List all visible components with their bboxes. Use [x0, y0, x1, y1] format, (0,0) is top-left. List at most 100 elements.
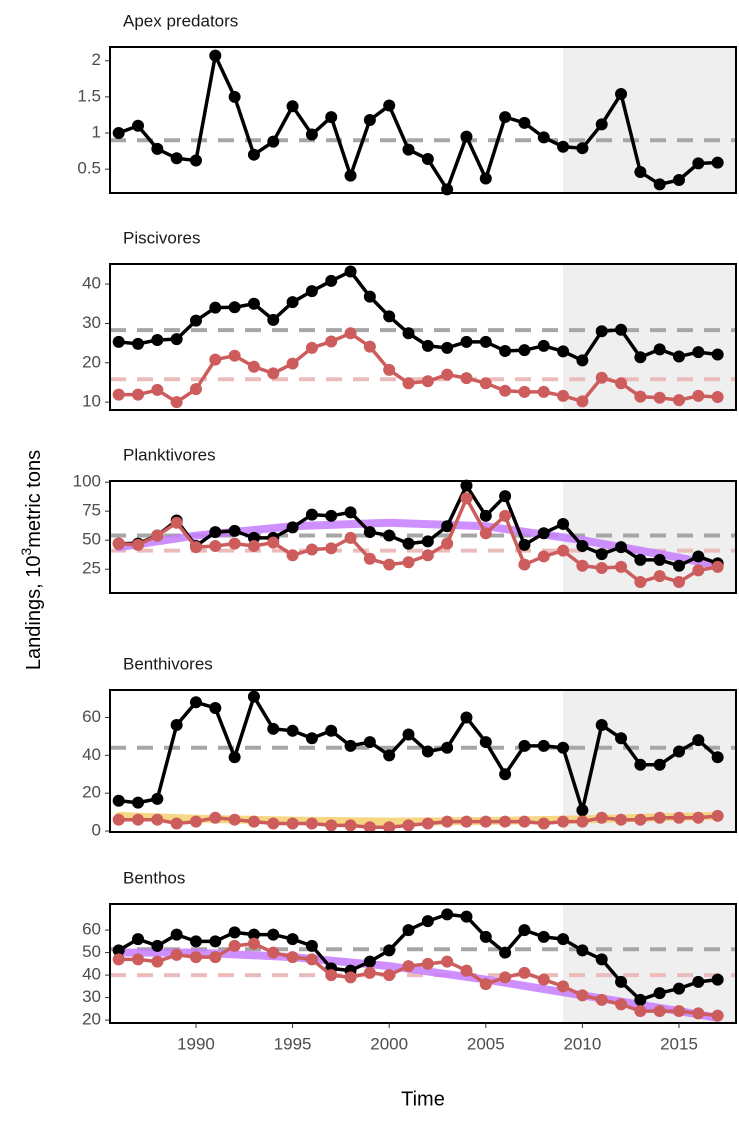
panel-title: Benthivores — [123, 654, 213, 673]
data-point — [286, 951, 299, 964]
data-point — [692, 157, 705, 170]
data-point — [653, 178, 666, 191]
data-point — [711, 973, 724, 986]
data-point — [615, 541, 628, 554]
data-point — [421, 153, 434, 166]
data-point — [518, 966, 531, 979]
data-point — [653, 758, 666, 771]
data-point — [634, 553, 647, 566]
data-point — [499, 768, 512, 781]
data-point — [576, 944, 589, 957]
data-point — [692, 389, 705, 402]
data-point — [595, 993, 608, 1006]
data-point — [344, 739, 357, 752]
data-point — [189, 383, 202, 396]
data-point — [421, 549, 434, 562]
data-point — [711, 809, 724, 822]
data-point — [305, 285, 318, 298]
data-point — [112, 953, 125, 966]
y-tick-label: 0 — [92, 821, 101, 840]
data-point — [479, 815, 492, 828]
data-point — [441, 368, 454, 381]
data-point — [576, 395, 589, 408]
data-point — [112, 335, 125, 348]
data-point — [267, 946, 280, 959]
data-point — [595, 325, 608, 338]
y-tick-label: 25 — [82, 559, 101, 578]
panel-frame — [109, 689, 737, 833]
data-point — [286, 933, 299, 946]
data-point — [441, 908, 454, 921]
data-point — [673, 173, 686, 186]
data-point — [363, 526, 376, 539]
data-point — [441, 520, 454, 533]
data-point — [112, 127, 125, 140]
data-point — [499, 344, 512, 357]
data-point — [653, 570, 666, 583]
data-point — [286, 817, 299, 830]
data-point — [228, 939, 241, 952]
data-point — [595, 371, 608, 384]
data-point — [209, 49, 222, 62]
data-point — [615, 560, 628, 573]
data-point — [151, 792, 164, 805]
y-tick-label: 40 — [82, 965, 101, 984]
data-point — [479, 509, 492, 522]
y-tick-label: 30 — [82, 313, 101, 332]
data-point — [402, 924, 415, 937]
data-point — [305, 939, 318, 952]
data-point — [132, 933, 145, 946]
data-point — [615, 377, 628, 390]
data-point — [305, 817, 318, 830]
data-point — [267, 928, 280, 941]
data-point — [537, 817, 550, 830]
data-point — [247, 360, 260, 373]
data-point — [460, 910, 473, 923]
data-point — [286, 724, 299, 737]
data-point — [383, 558, 396, 571]
data-point — [479, 172, 492, 185]
data-point — [692, 550, 705, 563]
data-point — [557, 345, 570, 358]
data-point — [402, 728, 415, 741]
data-point — [247, 928, 260, 941]
data-point — [344, 265, 357, 278]
data-point — [286, 296, 299, 309]
data-point — [634, 813, 647, 826]
data-point — [615, 998, 628, 1011]
data-point — [383, 529, 396, 542]
data-point — [247, 297, 260, 310]
data-point — [673, 350, 686, 363]
data-point — [363, 736, 376, 749]
data-point — [383, 944, 396, 957]
data-point — [363, 114, 376, 126]
data-point — [189, 154, 202, 167]
data-point — [653, 343, 666, 356]
data-point — [267, 313, 280, 326]
data-point — [383, 821, 396, 834]
data-point — [518, 815, 531, 828]
data-point — [634, 758, 647, 771]
data-point — [132, 796, 145, 809]
x-axis-title: Time — [401, 1088, 445, 1110]
data-point — [576, 989, 589, 1002]
data-point — [557, 815, 570, 828]
data-point — [267, 367, 280, 380]
data-point — [209, 353, 222, 366]
data-point — [595, 562, 608, 575]
data-point — [557, 980, 570, 993]
data-point — [383, 310, 396, 323]
data-point — [673, 575, 686, 588]
data-point — [595, 719, 608, 732]
data-point — [615, 87, 628, 100]
data-point — [132, 538, 145, 551]
data-point — [170, 152, 183, 165]
data-point — [634, 390, 647, 403]
data-point — [653, 1005, 666, 1018]
data-point — [132, 337, 145, 350]
data-point — [615, 975, 628, 988]
x-tick-label: 2000 — [370, 1034, 408, 1053]
data-point — [112, 794, 125, 807]
y-tick-label: 30 — [82, 987, 101, 1006]
data-point — [247, 148, 260, 161]
